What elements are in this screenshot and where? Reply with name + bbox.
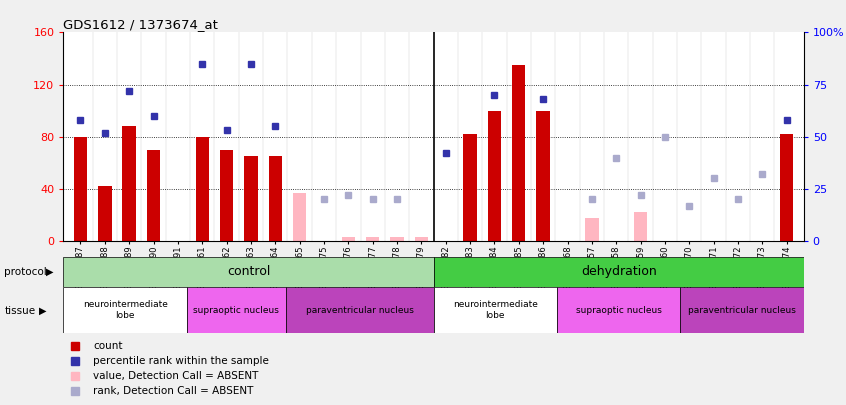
Bar xyxy=(366,237,379,241)
Bar xyxy=(293,193,306,241)
Bar xyxy=(123,126,136,241)
Bar xyxy=(285,287,433,333)
Text: tissue: tissue xyxy=(4,306,36,316)
Text: GDS1612 / 1373674_at: GDS1612 / 1373674_at xyxy=(63,18,218,31)
Bar xyxy=(74,137,87,241)
Bar xyxy=(244,156,258,241)
Bar xyxy=(464,134,477,241)
Bar xyxy=(557,287,680,333)
Text: value, Detection Call = ABSENT: value, Detection Call = ABSENT xyxy=(93,371,258,381)
Bar xyxy=(63,287,187,333)
Bar xyxy=(433,287,557,333)
Bar xyxy=(415,237,428,241)
Text: paraventricular nucleus: paraventricular nucleus xyxy=(688,305,796,315)
Bar xyxy=(147,150,160,241)
Text: control: control xyxy=(227,265,270,279)
Bar xyxy=(780,134,794,241)
Text: supraoptic nucleus: supraoptic nucleus xyxy=(193,305,279,315)
Bar xyxy=(536,111,550,241)
Bar xyxy=(220,150,233,241)
Text: neurointermediate
lobe: neurointermediate lobe xyxy=(453,301,538,320)
Text: rank, Detection Call = ABSENT: rank, Detection Call = ABSENT xyxy=(93,386,254,396)
Text: supraoptic nucleus: supraoptic nucleus xyxy=(575,305,662,315)
Text: neurointermediate
lobe: neurointermediate lobe xyxy=(83,301,168,320)
Bar xyxy=(634,212,647,241)
Text: ▶: ▶ xyxy=(39,306,47,316)
Bar xyxy=(390,237,404,241)
Bar xyxy=(342,237,355,241)
Bar xyxy=(433,257,804,287)
Bar xyxy=(512,65,525,241)
Bar xyxy=(195,137,209,241)
Bar xyxy=(63,257,433,287)
Text: protocol: protocol xyxy=(4,267,47,277)
Text: percentile rank within the sample: percentile rank within the sample xyxy=(93,356,269,366)
Bar xyxy=(680,287,804,333)
Text: dehydration: dehydration xyxy=(580,265,656,279)
Text: paraventricular nucleus: paraventricular nucleus xyxy=(305,305,414,315)
Bar xyxy=(98,186,112,241)
Text: count: count xyxy=(93,341,123,351)
Bar xyxy=(187,287,285,333)
Bar xyxy=(268,156,282,241)
Bar xyxy=(585,217,599,241)
Bar xyxy=(488,111,501,241)
Text: ▶: ▶ xyxy=(46,267,53,277)
